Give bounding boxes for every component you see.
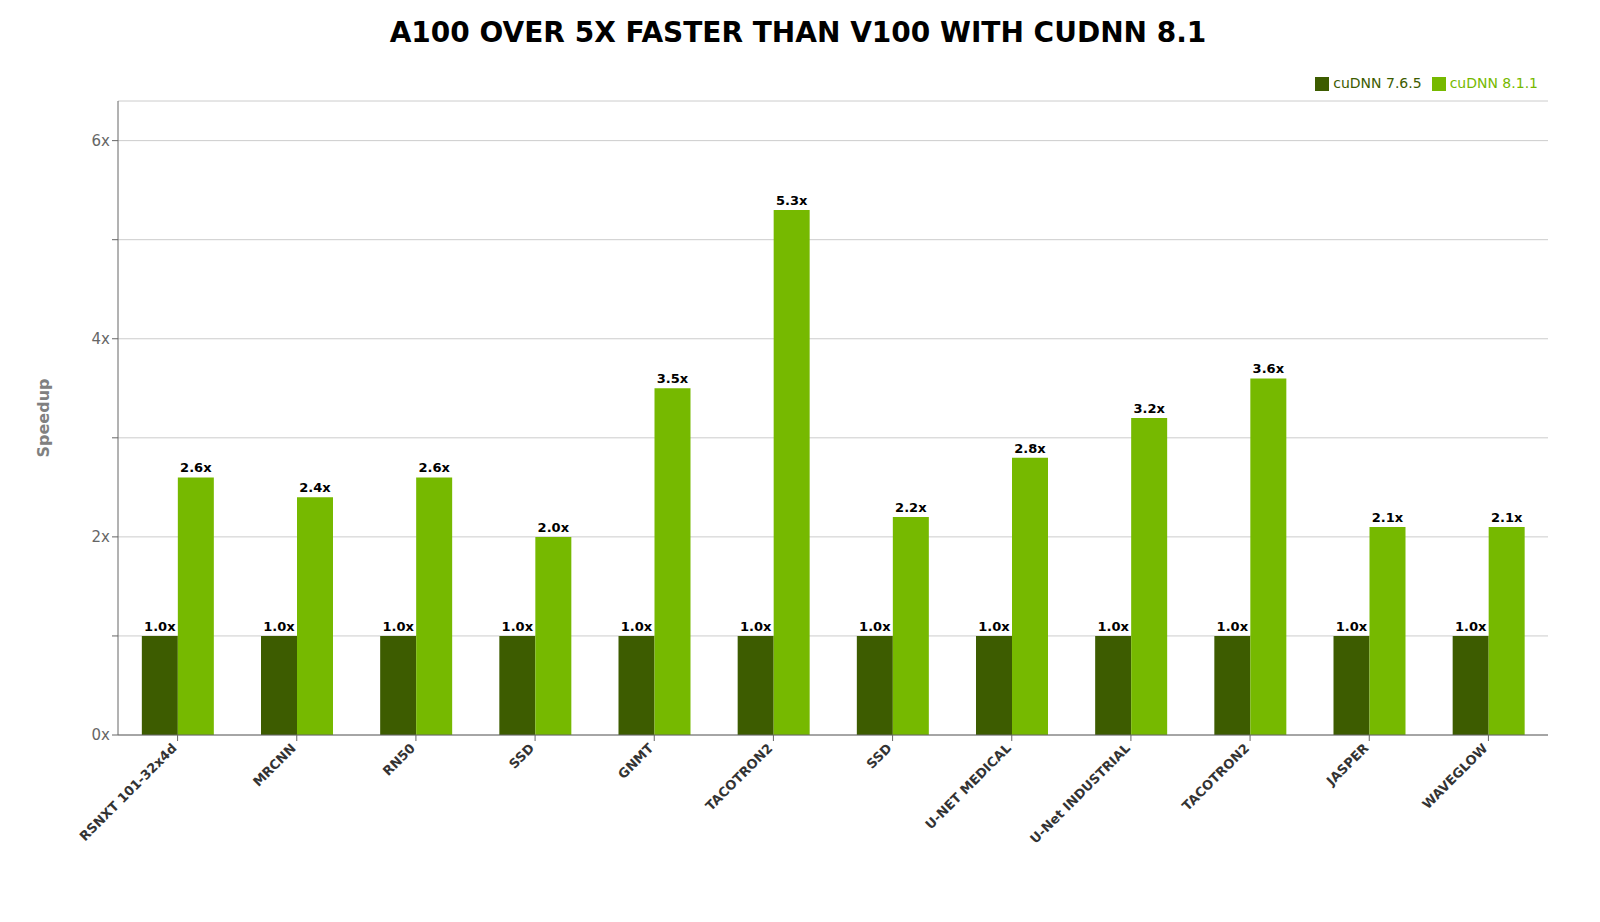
svg-text:SSD: SSD	[864, 740, 895, 771]
svg-text:2.6x: 2.6x	[180, 460, 212, 475]
svg-text:2.4x: 2.4x	[299, 480, 331, 495]
html-text:cuDNN 8.1.1: cuDNN 8.1.1	[1449, 75, 1538, 91]
svg-text:1.0x: 1.0x	[1217, 619, 1249, 634]
svg-text:5.3x: 5.3x	[776, 193, 808, 208]
svg-text:TACOTRON2: TACOTRON2	[1179, 741, 1252, 814]
svg-text:RSNXT 101-32x4d: RSNXT 101-32x4d	[76, 741, 179, 844]
svg-text:1.0x: 1.0x	[1336, 619, 1368, 634]
svg-text:4x: 4x	[92, 330, 111, 348]
svg-text:1.0x: 1.0x	[1455, 619, 1487, 634]
svg-text:SSD: SSD	[506, 740, 537, 771]
svg-text:0x: 0x	[92, 726, 111, 744]
svg-text:1.0x: 1.0x	[740, 619, 772, 634]
svg-text:U-NET MEDICAL: U-NET MEDICAL	[922, 741, 1014, 833]
svg-text:3.5x: 3.5x	[657, 371, 689, 386]
svg-text:1.0x: 1.0x	[1097, 619, 1129, 634]
svg-text:MRCNN: MRCNN	[250, 741, 299, 790]
svg-text:1.0x: 1.0x	[502, 619, 534, 634]
svg-text:1.0x: 1.0x	[859, 619, 891, 634]
svg-text:2.1x: 2.1x	[1491, 510, 1523, 525]
svg-text:2.0x: 2.0x	[538, 520, 570, 535]
svg-text:WAVEGLOW: WAVEGLOW	[1419, 741, 1490, 812]
svg-text:TACOTRON2: TACOTRON2	[702, 741, 775, 814]
svg-text:3.2x: 3.2x	[1133, 401, 1165, 416]
svg-text:1.0x: 1.0x	[978, 619, 1010, 634]
svg-text:1.0x: 1.0x	[144, 619, 176, 634]
svg-text:U-Net INDUSTRIAL: U-Net INDUSTRIAL	[1027, 741, 1133, 847]
html-text:A100 OVER 5X FASTER THAN V100: A100 OVER 5X FASTER THAN V100 WITH CUDNN…	[389, 16, 1207, 49]
svg-text:1.0x: 1.0x	[382, 619, 414, 634]
svg-text:1.0x: 1.0x	[621, 619, 653, 634]
svg-text:Speedup: Speedup	[34, 379, 53, 458]
svg-text:2.1x: 2.1x	[1372, 510, 1404, 525]
svg-text:RN50: RN50	[380, 741, 418, 779]
svg-text:GNMT: GNMT	[615, 740, 656, 781]
html-text:cuDNN 7.6.5: cuDNN 7.6.5	[1333, 75, 1422, 91]
svg-text:1.0x: 1.0x	[263, 619, 295, 634]
svg-text:6x: 6x	[92, 132, 111, 150]
svg-text:2.6x: 2.6x	[418, 460, 450, 475]
svg-text:3.6x: 3.6x	[1253, 361, 1285, 376]
svg-text:2.8x: 2.8x	[1014, 441, 1046, 456]
svg-text:JASPER: JASPER	[1323, 741, 1372, 790]
svg-text:2.2x: 2.2x	[895, 500, 927, 515]
svg-text:2x: 2x	[92, 528, 111, 546]
